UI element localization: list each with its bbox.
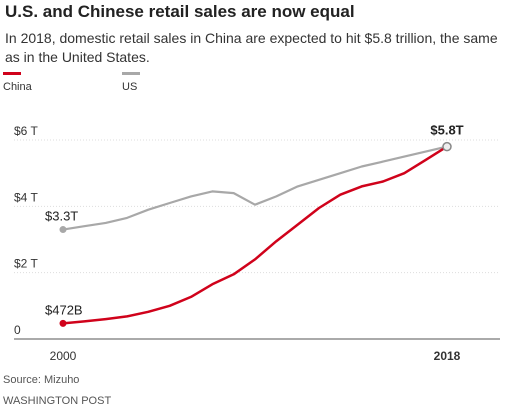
y-tick-label: $4 T: [14, 190, 38, 204]
start-point-china: [59, 319, 67, 327]
legend-swatch-china: [3, 72, 21, 75]
source-note: Source: Mizuho: [3, 374, 80, 386]
data-label-us: $3.3T: [45, 209, 78, 224]
y-tick-label: 0: [14, 323, 21, 337]
legend-item-us: US: [122, 72, 140, 93]
chart-subtitle: In 2018, domestic retail sales in China …: [5, 30, 498, 65]
x-tick-label: 2018: [434, 349, 461, 363]
y-axis-ticks: 0 $2 T $4 T $6 T: [14, 124, 38, 337]
legend-label-us: US: [122, 81, 138, 93]
y-tick-label: $6 T: [14, 124, 38, 138]
series-line-us: [62, 145, 448, 231]
annotations: $3.3T $472B $5.8T: [45, 123, 464, 318]
x-tick-label: 2000: [50, 349, 77, 363]
x-axis-ticks: 2000 2018: [50, 349, 461, 363]
series-line-china: [62, 145, 448, 325]
legend-item-china: China: [3, 72, 32, 93]
start-point-us: [59, 226, 67, 234]
gridlines: [14, 139, 500, 340]
publisher-credit: WASHINGTON POST: [3, 395, 112, 407]
chart-title: U.S. and Chinese retail sales are now eq…: [5, 2, 355, 21]
end-point-both: [442, 141, 452, 152]
legend-label-china: China: [3, 81, 32, 93]
legend-swatch-us: [122, 72, 140, 75]
data-label-both: $5.8T: [430, 123, 463, 138]
series-lines: [59, 141, 452, 327]
y-tick-label: $2 T: [14, 257, 38, 271]
data-label-china: $472B: [45, 302, 83, 317]
